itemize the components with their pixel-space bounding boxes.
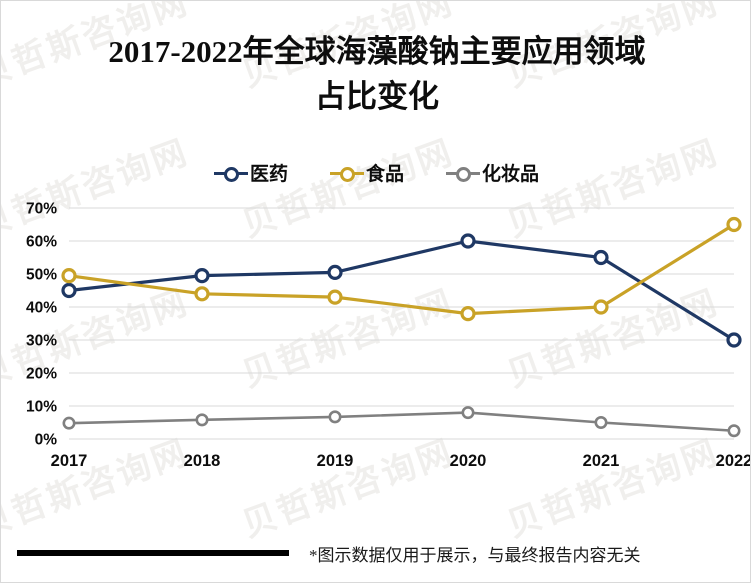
data-point-化妆品-2018[interactable] [195, 413, 209, 427]
data-point-化妆品-2022[interactable] [727, 424, 741, 438]
legend-label: 医药 [249, 164, 288, 185]
series-line-食品 [67, 222, 736, 316]
circle-open-icon [446, 165, 480, 182]
data-point-医药-2017[interactable] [61, 282, 77, 299]
y-axis-tick-label: 0% [35, 432, 58, 449]
x-axis-tick-label: 2020 [450, 452, 487, 470]
y-axis-tick-label: 30% [26, 333, 57, 350]
legend-label: 食品 [365, 164, 404, 185]
x-axis-tick-label: 2021 [583, 452, 620, 470]
line-chart: 0% 10% 20% 30% 40% 50% 60% 70% 2017 2018 2019 2020 2… [26, 201, 751, 471]
series-line-化妆品 [67, 411, 736, 433]
x-axis-tick-label: 2018 [184, 452, 221, 470]
y-axis-tick-label: 40% [26, 300, 57, 317]
legend-item-化妆品[interactable]: 化妆品 [446, 159, 539, 186]
footer-note: *图示数据仅用于展示，与最终报告内容无关 [309, 545, 641, 565]
data-point-医药-2021[interactable] [593, 249, 609, 266]
y-axis-tick-label: 60% [26, 234, 57, 251]
y-axis-tick-label: 10% [26, 399, 57, 416]
legend-item-医药[interactable]: 医药 [213, 159, 288, 186]
legend-item-食品[interactable]: 食品 [329, 159, 404, 186]
data-point-医药-2022[interactable] [726, 332, 742, 348]
x-axis-tick-label: 2019 [317, 452, 354, 470]
y-axis-tick-label: 70% [26, 201, 57, 218]
footer-rule [17, 550, 289, 556]
data-point-食品-2019[interactable] [327, 289, 343, 305]
data-point-化妆品-2020[interactable] [461, 406, 475, 420]
data-point-医药-2019[interactable] [327, 264, 343, 280]
x-axis-tick-label: 2017 [51, 452, 88, 470]
page-title-line-2: 占比变化 [315, 79, 439, 114]
data-point-化妆品-2019[interactable] [328, 410, 342, 424]
data-point-食品-2017[interactable] [61, 268, 77, 284]
plot-area: 0% 10% 20% 30% 40% 50% 60% 70% 2017 2018 2019 2020 2… [1, 197, 751, 497]
circle-open-icon [329, 165, 364, 182]
data-point-化妆品-2021[interactable] [594, 416, 608, 430]
page-title: 2017-2022年全球海藻酸钠主要应用领域 占比变化 [39, 29, 715, 119]
x-axis-tick-label: 2022 [716, 452, 751, 470]
page-title-line-1: 2017-2022年全球海藻酸钠主要应用领域 [108, 34, 646, 69]
footer: *图示数据仅用于展示，与最终报告内容无关 [1, 538, 750, 568]
circle-open-icon [213, 165, 248, 182]
data-point-医药-2018[interactable] [194, 268, 210, 284]
data-point-食品-2022[interactable] [726, 216, 742, 233]
series-line-医药 [67, 239, 736, 342]
data-point-化妆品-2017[interactable] [62, 416, 76, 430]
data-point-食品-2021[interactable] [593, 299, 609, 315]
data-point-食品-2018[interactable] [194, 286, 210, 302]
y-axis-tick-label: 20% [26, 366, 57, 383]
data-point-医药-2020[interactable] [460, 233, 476, 249]
chart-legend: 医药 食品 化妆品 [1, 159, 750, 186]
y-axis-tick-label: 50% [26, 267, 57, 284]
legend-label: 化妆品 [482, 164, 540, 185]
data-point-食品-2020[interactable] [460, 305, 476, 322]
